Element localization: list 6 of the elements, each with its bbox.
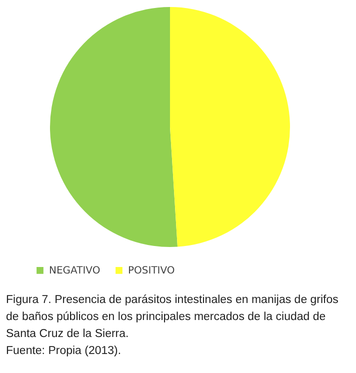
legend-label: NEGATIVO (49, 265, 100, 276)
pie-slice (50, 7, 178, 247)
source-note: Fuente: Propia (2013). (6, 344, 122, 359)
text: Figura 7. Presencia de parásitos intestinales en manijas de grifos de baños públicos en los principales mercados de la ciudad de Santa Cruz de la Sierra. (6, 293, 340, 342)
pie-slice (170, 7, 290, 247)
legend-label: POSITIVO (128, 265, 175, 276)
